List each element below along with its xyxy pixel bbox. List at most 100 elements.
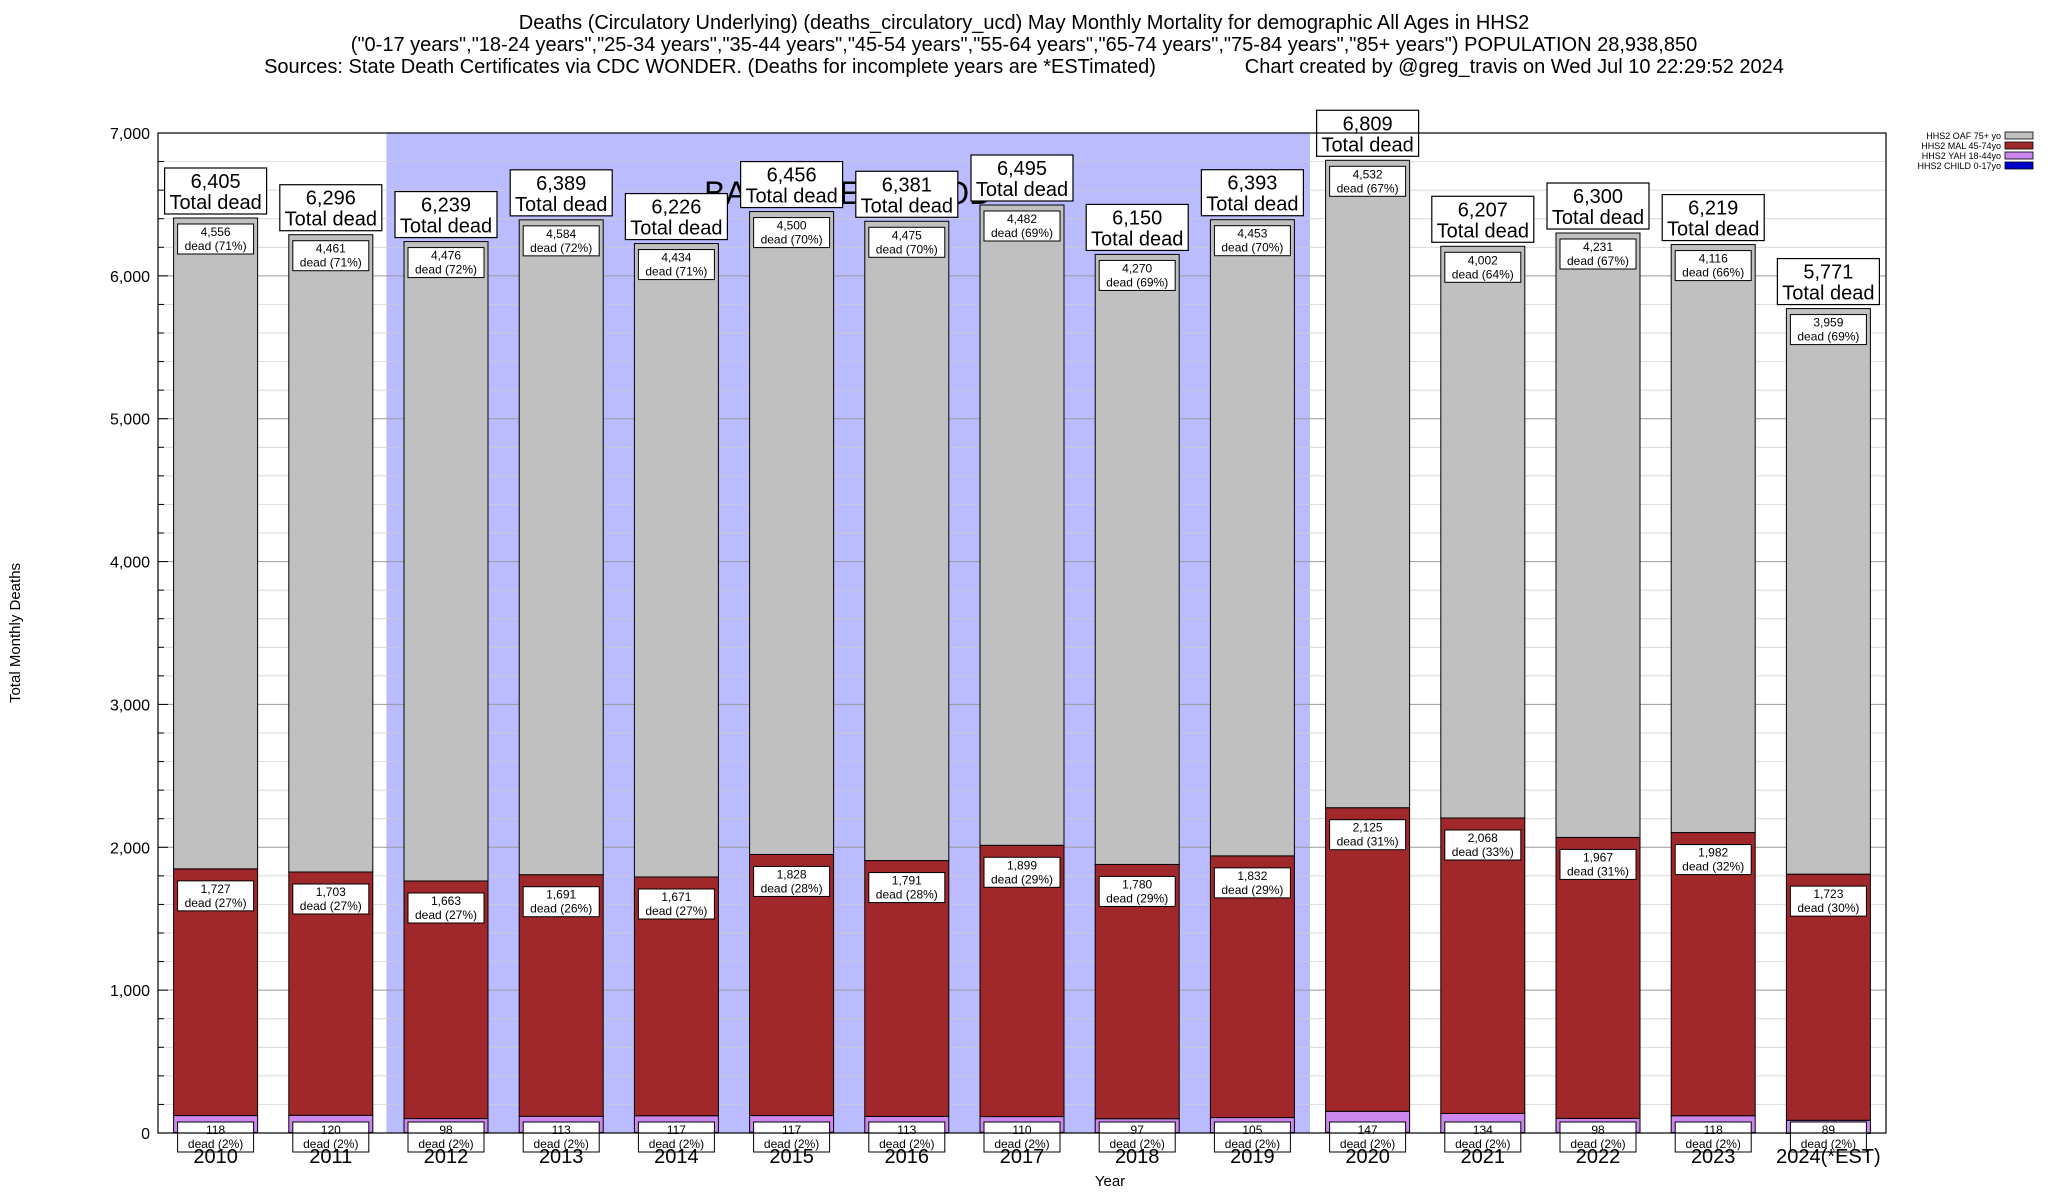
yah-label-box — [983, 1121, 1061, 1153]
mal-label-box — [753, 865, 831, 897]
yah-label-pct: dead (2%) — [418, 1137, 473, 1151]
yah-label-pct: dead (2%) — [303, 1137, 358, 1151]
total-label-text: Total dead — [285, 209, 377, 231]
total-label-value: 6,226 — [651, 197, 701, 219]
y-tick-label: 6,000 — [110, 269, 150, 286]
yah-label-pct: dead (2%) — [879, 1137, 934, 1151]
mal-label-box — [1674, 844, 1752, 876]
oaf-label-pct: dead (69%) — [1106, 275, 1168, 289]
yah-label-value: 105 — [1242, 1123, 1262, 1137]
yah-label-pct: dead (2%) — [1686, 1137, 1741, 1151]
total-label-box — [624, 192, 729, 241]
total-label-text: Total dead — [1667, 219, 1759, 241]
yah-label-value: 117 — [782, 1123, 801, 1137]
yah-label-box — [1789, 1121, 1867, 1153]
yah-label-pct: dead (2%) — [1801, 1137, 1856, 1151]
y-tick-label: 1,000 — [110, 983, 150, 1000]
yah-label-value: 89 — [1822, 1123, 1836, 1137]
oaf-label-box — [522, 225, 600, 257]
yah-label-box — [522, 1121, 600, 1153]
mal-label-value: 1,828 — [777, 867, 807, 881]
mal-label-pct: dead (30%) — [1797, 901, 1859, 915]
mal-label-value: 1,691 — [546, 888, 576, 902]
mal-label-pct: dead (27%) — [645, 904, 707, 918]
total-label-value: 6,296 — [306, 188, 356, 210]
oaf-label-box — [868, 226, 946, 258]
bar-segment-oaf — [864, 220, 950, 862]
mal-label-value: 1,832 — [1237, 869, 1267, 883]
yah-label-value: 113 — [552, 1123, 571, 1137]
yah-label-box — [637, 1121, 715, 1153]
yah-label-value: 118 — [1704, 1123, 1723, 1137]
yah-label-value: 97 — [1131, 1123, 1145, 1137]
oaf-label-box — [1674, 250, 1752, 282]
mal-label-pct: dead (32%) — [1682, 860, 1744, 874]
total-label-value: 6,393 — [1227, 173, 1277, 195]
bar-segment-mal — [749, 853, 835, 1117]
bar-segment-oaf — [1785, 308, 1871, 875]
mal-label-box — [1213, 867, 1291, 899]
oaf-label-pct: dead (67%) — [1337, 181, 1399, 195]
mal-label-value: 1,703 — [316, 885, 346, 899]
oaf-label-pct: dead (66%) — [1682, 266, 1744, 280]
total-label-text: Total dead — [976, 179, 1068, 201]
total-label-box — [1200, 169, 1305, 217]
total-label-value: 6,300 — [1573, 186, 1623, 208]
yah-label-box — [292, 1121, 370, 1153]
oaf-label-box — [983, 210, 1061, 242]
mal-label-pct: dead (29%) — [991, 872, 1053, 886]
mal-label-pct: dead (27%) — [415, 908, 477, 922]
yah-label-box — [1674, 1121, 1752, 1153]
oaf-label-pct: dead (72%) — [415, 263, 477, 277]
total-label-value: 6,389 — [536, 173, 586, 195]
mal-label-pct: dead (31%) — [1337, 835, 1399, 849]
oaf-label-box — [1098, 259, 1176, 291]
mal-label-value: 1,663 — [431, 894, 461, 908]
x-tick-label: 2021 — [1461, 1146, 1506, 1168]
mal-label-pct: dead (29%) — [1221, 883, 1283, 897]
total-label-value: 6,809 — [1343, 113, 1393, 135]
yah-label-value: 98 — [439, 1123, 453, 1137]
legend-swatch — [2004, 151, 2034, 160]
oaf-label-box — [753, 217, 831, 249]
legend-swatch — [2004, 161, 2034, 170]
oaf-label-pct: dead (70%) — [1221, 241, 1283, 255]
yah-label-value: 118 — [206, 1123, 225, 1137]
total-label-box — [1661, 193, 1765, 242]
mal-label-value: 1,727 — [201, 882, 231, 896]
oaf-label-box — [1444, 251, 1522, 283]
x-tick-label: 2018 — [1115, 1146, 1160, 1168]
bar-segment-oaf — [1209, 219, 1295, 857]
total-label-text: Total dead — [400, 216, 492, 238]
yah-label-box — [868, 1121, 946, 1153]
legend-swatch — [2004, 131, 2034, 140]
total-label-text: Total dead — [1321, 134, 1413, 156]
oaf-label-value: 4,461 — [316, 242, 346, 256]
bar-segment-mal — [1440, 817, 1526, 1114]
oaf-label-value: 4,453 — [1237, 227, 1267, 241]
total-label-box — [1776, 257, 1881, 306]
total-label-text: Total dead — [515, 194, 607, 216]
yah-label-box — [1329, 1121, 1407, 1153]
mal-label-box — [637, 888, 715, 920]
yah-label-pct: dead (2%) — [534, 1137, 589, 1151]
oaf-label-pct: dead (72%) — [530, 241, 592, 255]
x-tick-label: 2011 — [309, 1146, 352, 1168]
oaf-label-value: 4,231 — [1583, 240, 1613, 254]
bar-segment-oaf — [749, 211, 835, 855]
x-tick-label: 2017 — [1000, 1146, 1045, 1168]
total-label-text: Total dead — [630, 218, 722, 240]
y-tick-label: 0 — [141, 1126, 150, 1143]
total-label-value: 5,771 — [1803, 262, 1853, 284]
total-label-text: Total dead — [1437, 220, 1529, 242]
oaf-label-box — [177, 223, 255, 255]
x-tick-label: 2023 — [1691, 1146, 1736, 1168]
oaf-label-pct: dead (67%) — [1567, 254, 1629, 268]
total-label-text: Total dead — [861, 195, 953, 217]
x-tick-label: 2015 — [769, 1146, 814, 1168]
y-axis-label: Total Monthly Deaths — [7, 563, 24, 703]
y-tick-label: 3,000 — [110, 697, 150, 714]
x-tick-label: 2022 — [1576, 1146, 1621, 1168]
mal-label-pct: dead (26%) — [530, 902, 592, 916]
mal-label-value: 1,967 — [1583, 850, 1613, 864]
